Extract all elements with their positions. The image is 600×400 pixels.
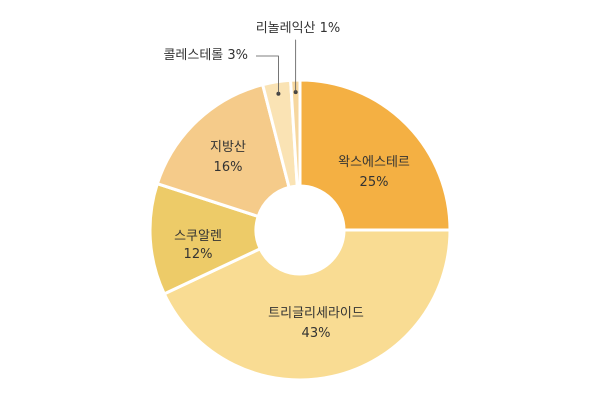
label-triglyceride-value: 43% [302, 326, 331, 341]
label-squalene-name: 스쿠알렌 [174, 229, 222, 244]
label-cholesterol-callout: 콜레스테롤 3% [163, 48, 248, 63]
label-triglyceride-name: 트리글리세라이드 [268, 306, 364, 321]
label-fatty-acid-value: 16% [214, 160, 243, 175]
slice-triglyceride [162, 228, 452, 382]
label-squalene-value: 12% [184, 247, 213, 262]
cholesterol-leader-line [256, 55, 279, 94]
label-wax-ester-value: 25% [360, 175, 389, 190]
chart-leader-lines [256, 39, 298, 96]
slice-squalene [148, 182, 262, 296]
slice-linoleic-acid [289, 78, 302, 188]
label-linoleic-callout: 리놀레익산 1% [256, 21, 341, 36]
label-wax-ester-name: 왁스에스테르 [338, 155, 410, 170]
slice-wax-ester [298, 78, 452, 232]
chart-slices [148, 78, 452, 382]
slice-fatty-acid [155, 83, 291, 218]
label-fatty-acid-name: 지방산 [210, 140, 246, 155]
